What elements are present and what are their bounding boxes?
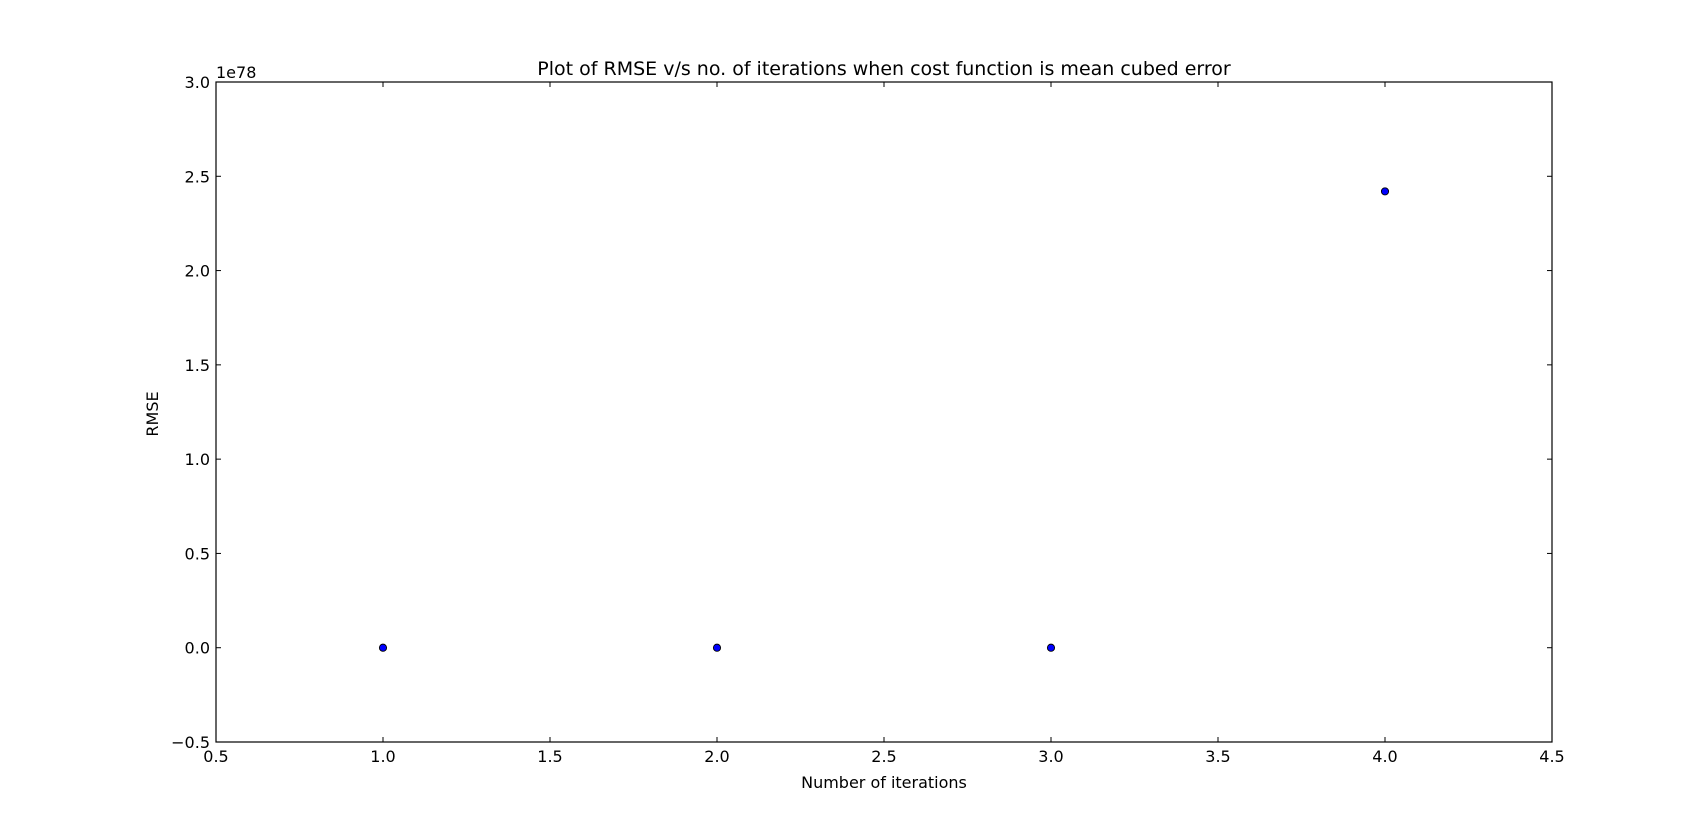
y-tick-label: 3.0	[185, 73, 210, 92]
data-point	[1380, 187, 1390, 196]
y-tick-label: 0.0	[185, 639, 210, 658]
x-tick-label: 4.5	[1539, 747, 1564, 766]
x-tick-label: 2.5	[871, 747, 896, 766]
y-tick-label: 2.0	[185, 262, 210, 281]
y-tick-label: 0.5	[185, 544, 210, 563]
x-tick-label: 2.0	[704, 747, 729, 766]
plot-area-frame	[215, 81, 1553, 743]
data-point	[378, 643, 388, 652]
x-tick-label: 0.5	[203, 747, 228, 766]
x-tick-label: 1.0	[370, 747, 395, 766]
y-axis-label: RMSE	[143, 391, 162, 436]
x-tick-label: 3.0	[1038, 747, 1063, 766]
y-axis-ticks: −0.5 0.0 0.5 1.0 1.5 2.0 2.5 3.0	[171, 73, 1552, 752]
x-tick-label: 4.0	[1372, 747, 1397, 766]
y-tick-label: 1.5	[185, 356, 210, 375]
x-axis-label: Number of iterations	[801, 773, 967, 792]
data-points	[378, 187, 1390, 652]
x-tick-label: 3.5	[1205, 747, 1230, 766]
x-axis-ticks: 0.5 1.0 1.5 2.0 2.5 3.0 3.5 4.0 4.5	[203, 82, 1565, 766]
y-tick-label: 2.5	[185, 167, 210, 186]
y-axis-scale-label: 1e78	[216, 63, 256, 82]
data-point	[1046, 643, 1056, 652]
data-point	[712, 643, 722, 652]
x-tick-label: 1.5	[537, 747, 562, 766]
y-tick-label: −0.5	[171, 733, 210, 752]
y-tick-label: 1.0	[185, 450, 210, 469]
chart-title: Plot of RMSE v/s no. of iterations when …	[537, 58, 1231, 80]
